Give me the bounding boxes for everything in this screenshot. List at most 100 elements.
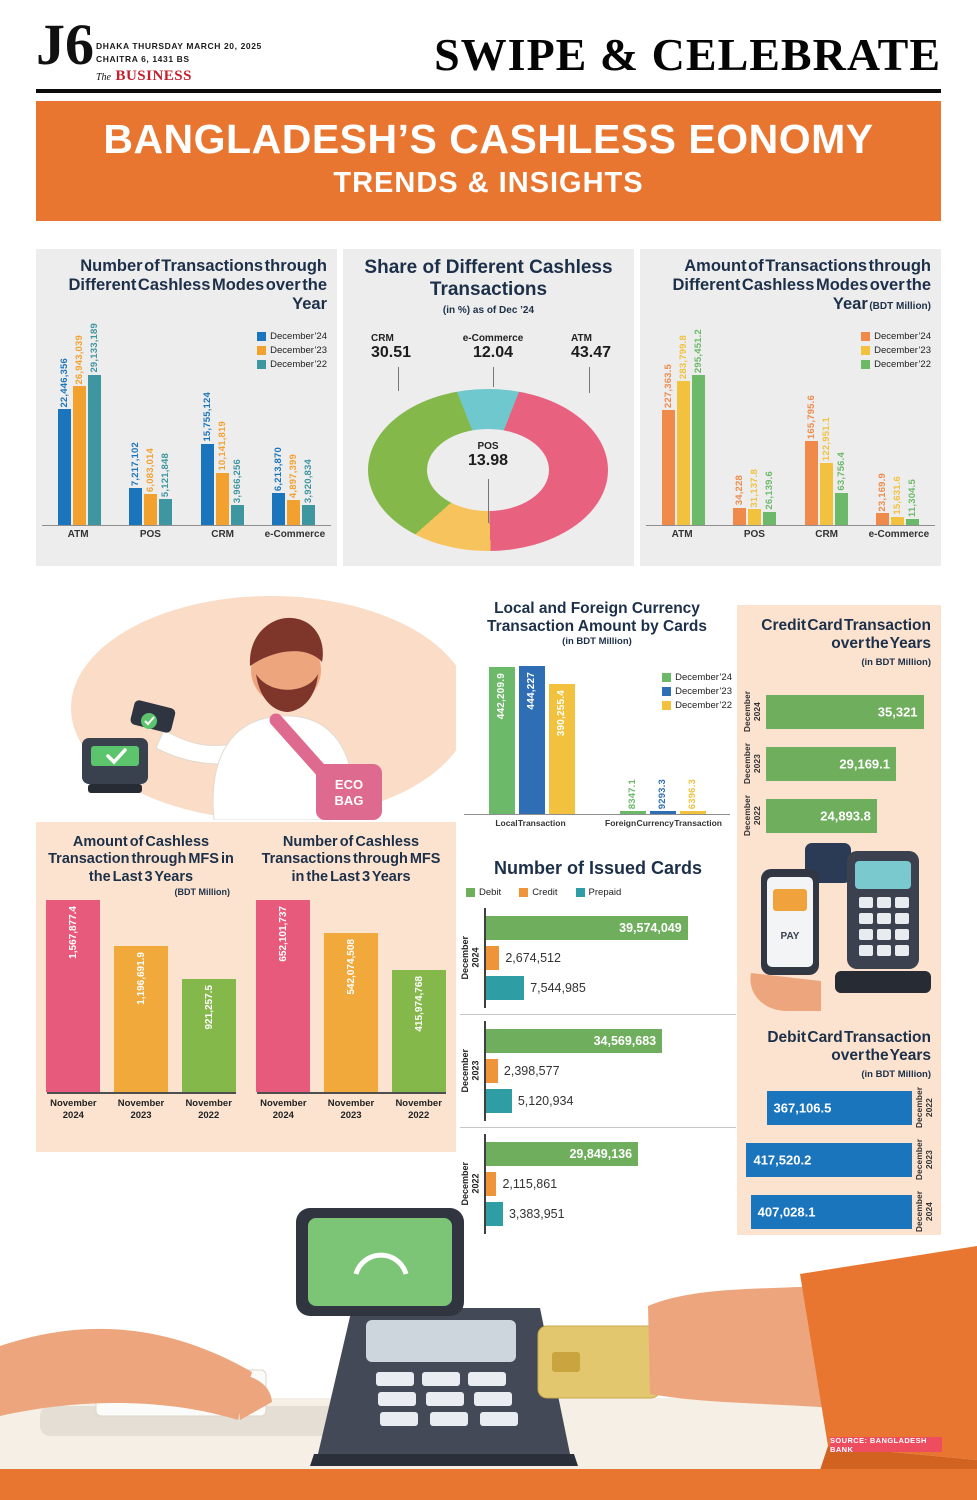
bar-value-label: 165,795.6 <box>805 394 817 439</box>
group-year-label: December 2024 <box>460 936 481 980</box>
pos-terminal-icon <box>82 738 148 793</box>
legend: Debit Credit Prepaid <box>466 887 736 898</box>
legend-item: December’22 <box>257 359 327 370</box>
bar-cell: 26,139.6 <box>763 471 777 525</box>
card-currency-chart-block: Local and Foreign Currency Transaction A… <box>460 600 734 852</box>
bar-value-label: 417,520.2 <box>753 1152 812 1168</box>
bar-value-label: 295,451.2 <box>693 328 705 373</box>
bar: 1,567,877.4 <box>46 900 100 1093</box>
bar-cell: 63,756.4 <box>834 452 848 525</box>
bar-year-label: December 2022 <box>742 795 762 837</box>
bar-value-label: 29,133,189 <box>89 323 101 373</box>
bar-value-label: 34,228 <box>734 475 746 506</box>
bar-row: 417,520.2 December 2023 <box>743 1139 935 1180</box>
page-logo: J6 <box>36 12 94 77</box>
bar: 921,257.5 <box>182 979 236 1093</box>
bar <box>200 443 214 525</box>
axis-category-label: CRM <box>211 529 235 540</box>
chart-title-text: Debit Card Transaction over the Years <box>767 1029 931 1064</box>
bar-value-label: 542,074,508 <box>345 938 357 995</box>
bar-value-label: 9293.3 <box>657 778 668 809</box>
bar-cell: 15,755,124 <box>200 392 214 525</box>
bar-row: 2,398,577 <box>485 1059 736 1083</box>
mfs-count-chart: 652,101,737 542,074,508 415,974,768 Novembe… <box>246 894 456 1122</box>
chart-title: Amount of Transactions through Different… <box>650 257 932 314</box>
bar-group: 23,169.9 15,631.6 11,304.5 <box>875 473 919 525</box>
bar: 442,209.9 <box>488 666 515 814</box>
chart-title-text: Amount of Transactions through Different… <box>672 257 932 314</box>
bar <box>875 513 889 525</box>
bar <box>485 946 500 970</box>
legend-label: December’24 <box>270 331 327 342</box>
axis-category-label: CRM <box>815 529 839 540</box>
bar-cell: 29,133,189 <box>88 323 102 525</box>
bar-value-label: 283,799.8 <box>678 334 690 379</box>
bar <box>215 472 229 525</box>
bar <box>649 810 676 814</box>
legend-item: December’23 <box>662 686 732 697</box>
bar-plot-area: 652,101,737 542,074,508 415,974,768 <box>256 894 446 1095</box>
legend-swatch <box>861 360 871 369</box>
bar-cell: 11,304.5 <box>905 479 919 525</box>
chart-subtitle: (in %) as of Dec ’24 <box>442 305 535 316</box>
bar-value-label: 8347.1 <box>627 778 638 809</box>
legend-label: December’23 <box>675 686 732 697</box>
bar <box>88 375 102 525</box>
axis-category-labels: ATM POS CRM e-Commerce <box>42 526 331 540</box>
axis-category-label: POS <box>139 529 161 540</box>
legend-swatch <box>466 888 475 897</box>
bar: 1,196,691.9 <box>114 945 168 1093</box>
bar-value-label: 24,893.8 <box>820 808 871 824</box>
legend-label: December’22 <box>874 359 931 370</box>
axis-category-label: e-Commerce <box>264 529 326 540</box>
legend-item: December’22 <box>861 359 931 370</box>
callout-line <box>398 367 399 391</box>
bar <box>485 1059 498 1083</box>
legend-label: December’22 <box>675 700 732 711</box>
brand-name: BUSINESS <box>115 67 192 84</box>
bar-value-label: 444,227 <box>526 672 537 710</box>
bar-row: 39,574,049 <box>485 916 736 940</box>
bar: 390,255.4 <box>548 683 575 814</box>
bar-group: 22,446,356 26,943,039 29,133,189 <box>58 323 102 525</box>
bar-value-label: 6396.3 <box>687 778 698 809</box>
chart-title-text: Credit Card Transaction over the Years <box>761 617 931 652</box>
bar-row: December 2023 29,169.1 <box>742 743 935 784</box>
bar-value-label: 7,544,985 <box>530 981 586 995</box>
slice-label: e-Commerce <box>462 333 524 344</box>
slice-value: 43.47 <box>571 344 612 361</box>
bar-cell: 283,799.8 <box>677 334 691 525</box>
axis-category-label: November 2022 <box>395 1098 442 1122</box>
bar <box>230 504 244 525</box>
bar-group: 6,213,870 4,897,399 3,920,834 <box>271 447 315 525</box>
bar-value-label: 7,217,102 <box>130 441 142 486</box>
hair <box>249 617 323 666</box>
card-year-group: December 2024 39,574,049 2,674,512 7,544,98… <box>460 902 736 1014</box>
bar <box>301 504 315 525</box>
card-year-group: December 2022 29,849,136 2,115,861 3,383,95… <box>460 1127 736 1240</box>
bar-plot-area: 34,569,683 2,398,577 5,120,934 <box>483 1021 736 1121</box>
bar <box>662 409 676 525</box>
legend-label: Credit <box>532 887 558 898</box>
bar-cell: 442,209.9 <box>488 666 515 814</box>
eco-bag-text1: ECO <box>335 777 363 792</box>
bar-row: 5,120,934 <box>485 1089 736 1113</box>
callout-line <box>589 367 590 393</box>
bar <box>679 811 706 814</box>
callout-pos: POS 13.98 <box>438 441 538 470</box>
bar-cell: 10,141,819 <box>215 421 229 525</box>
chart-title: Share of Different Cashless Transactions <box>364 257 613 301</box>
bar-cell: 227,363.5 <box>662 364 676 525</box>
bar-value-label: 122,951.1 <box>820 416 832 461</box>
legend-swatch <box>662 673 672 682</box>
bar-cell: 3,920,834 <box>301 459 315 525</box>
bar-value-label: 652,101,737 <box>277 906 289 962</box>
bar-value-label: 1,196,691.9 <box>135 951 147 1005</box>
slice-label: ATM <box>571 333 592 344</box>
bar-value-label: 2,115,861 <box>502 1177 558 1191</box>
bar <box>129 487 143 525</box>
bar-plot-area: 227,363.5 283,799.8 295,451.2 34,228 31,137.… <box>646 314 935 526</box>
bar-row: December 2024 35,321 <box>742 691 935 732</box>
bar-value-label: 26,139.6 <box>764 471 776 510</box>
axis-category-label: Local Transaction <box>495 818 566 828</box>
